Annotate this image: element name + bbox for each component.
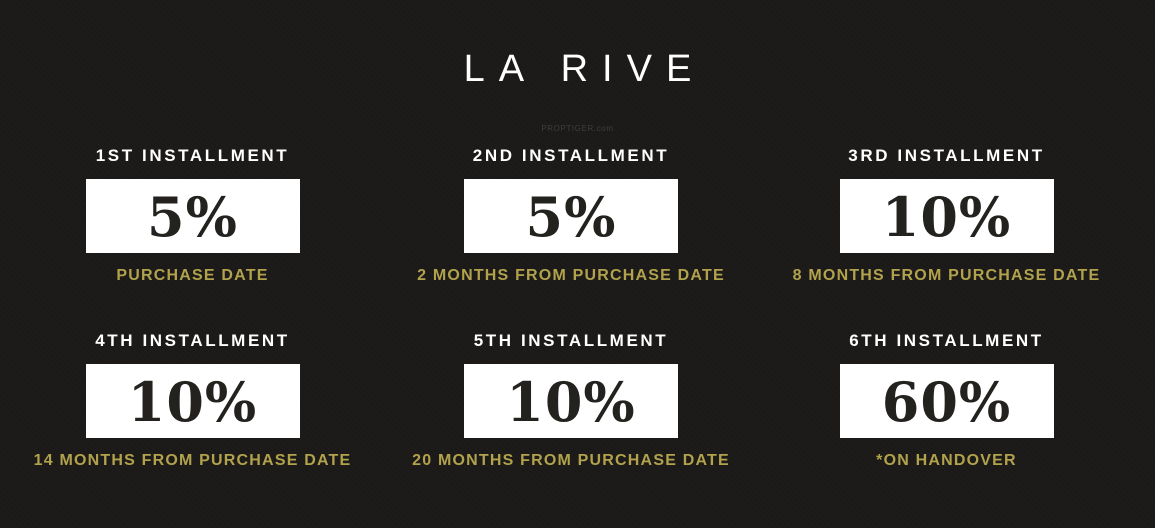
- installment-caption: 8 MONTHS FROM PURCHASE DATE: [792, 267, 1101, 284]
- page-title: LA RIVE: [463, 48, 706, 90]
- percent-box: 10%: [839, 179, 1054, 253]
- installment-card-3: 3RD INSTALLMENT 10% 8 MONTHS FROM PURCHA…: [757, 146, 1136, 285]
- percent-box: 5%: [464, 179, 678, 253]
- percent-box: 10%: [85, 364, 300, 438]
- percent-value: 5%: [147, 185, 238, 249]
- installment-caption: 14 MONTHS FROM PURCHASE DATE: [33, 452, 352, 469]
- installment-label: 5TH INSTALLMENT: [473, 331, 669, 350]
- installment-caption: *ON HANDOVER: [876, 452, 1017, 469]
- installment-caption: 20 MONTHS FROM PURCHASE DATE: [412, 452, 730, 469]
- installment-label: 3RD INSTALLMENT: [848, 146, 1045, 165]
- percent-box: 10%: [464, 364, 678, 438]
- installment-card-6: 6TH INSTALLMENT 60% *ON HANDOVER: [757, 331, 1136, 470]
- installment-label: 4TH INSTALLMENT: [95, 331, 290, 350]
- installment-caption: 2 MONTHS FROM PURCHASE DATE: [417, 267, 725, 284]
- installments-grid: 1ST INSTALLMENT 5% PURCHASE DATE 2ND INS…: [0, 146, 1136, 470]
- installment-card-1: 1ST INSTALLMENT 5% PURCHASE DATE: [0, 146, 385, 285]
- installment-card-5: 5TH INSTALLMENT 10% 20 MONTHS FROM PURCH…: [385, 331, 757, 470]
- percent-box: 60%: [839, 364, 1054, 438]
- watermark: PROPTIGER.com: [541, 124, 614, 133]
- percent-value: 10%: [881, 185, 1012, 249]
- percent-value: 10%: [127, 370, 258, 434]
- installment-caption: PURCHASE DATE: [116, 267, 269, 284]
- percent-value: 60%: [881, 370, 1012, 434]
- installment-label: 1ST INSTALLMENT: [95, 146, 290, 165]
- percent-value: 5%: [525, 185, 617, 249]
- percent-box: 5%: [85, 179, 300, 253]
- installment-label: 2ND INSTALLMENT: [472, 146, 670, 165]
- installment-card-2: 2ND INSTALLMENT 5% 2 MONTHS FROM PURCHAS…: [385, 146, 757, 285]
- installment-label: 6TH INSTALLMENT: [849, 331, 1044, 350]
- installment-card-4: 4TH INSTALLMENT 10% 14 MONTHS FROM PURCH…: [0, 331, 385, 470]
- percent-value: 10%: [506, 370, 636, 434]
